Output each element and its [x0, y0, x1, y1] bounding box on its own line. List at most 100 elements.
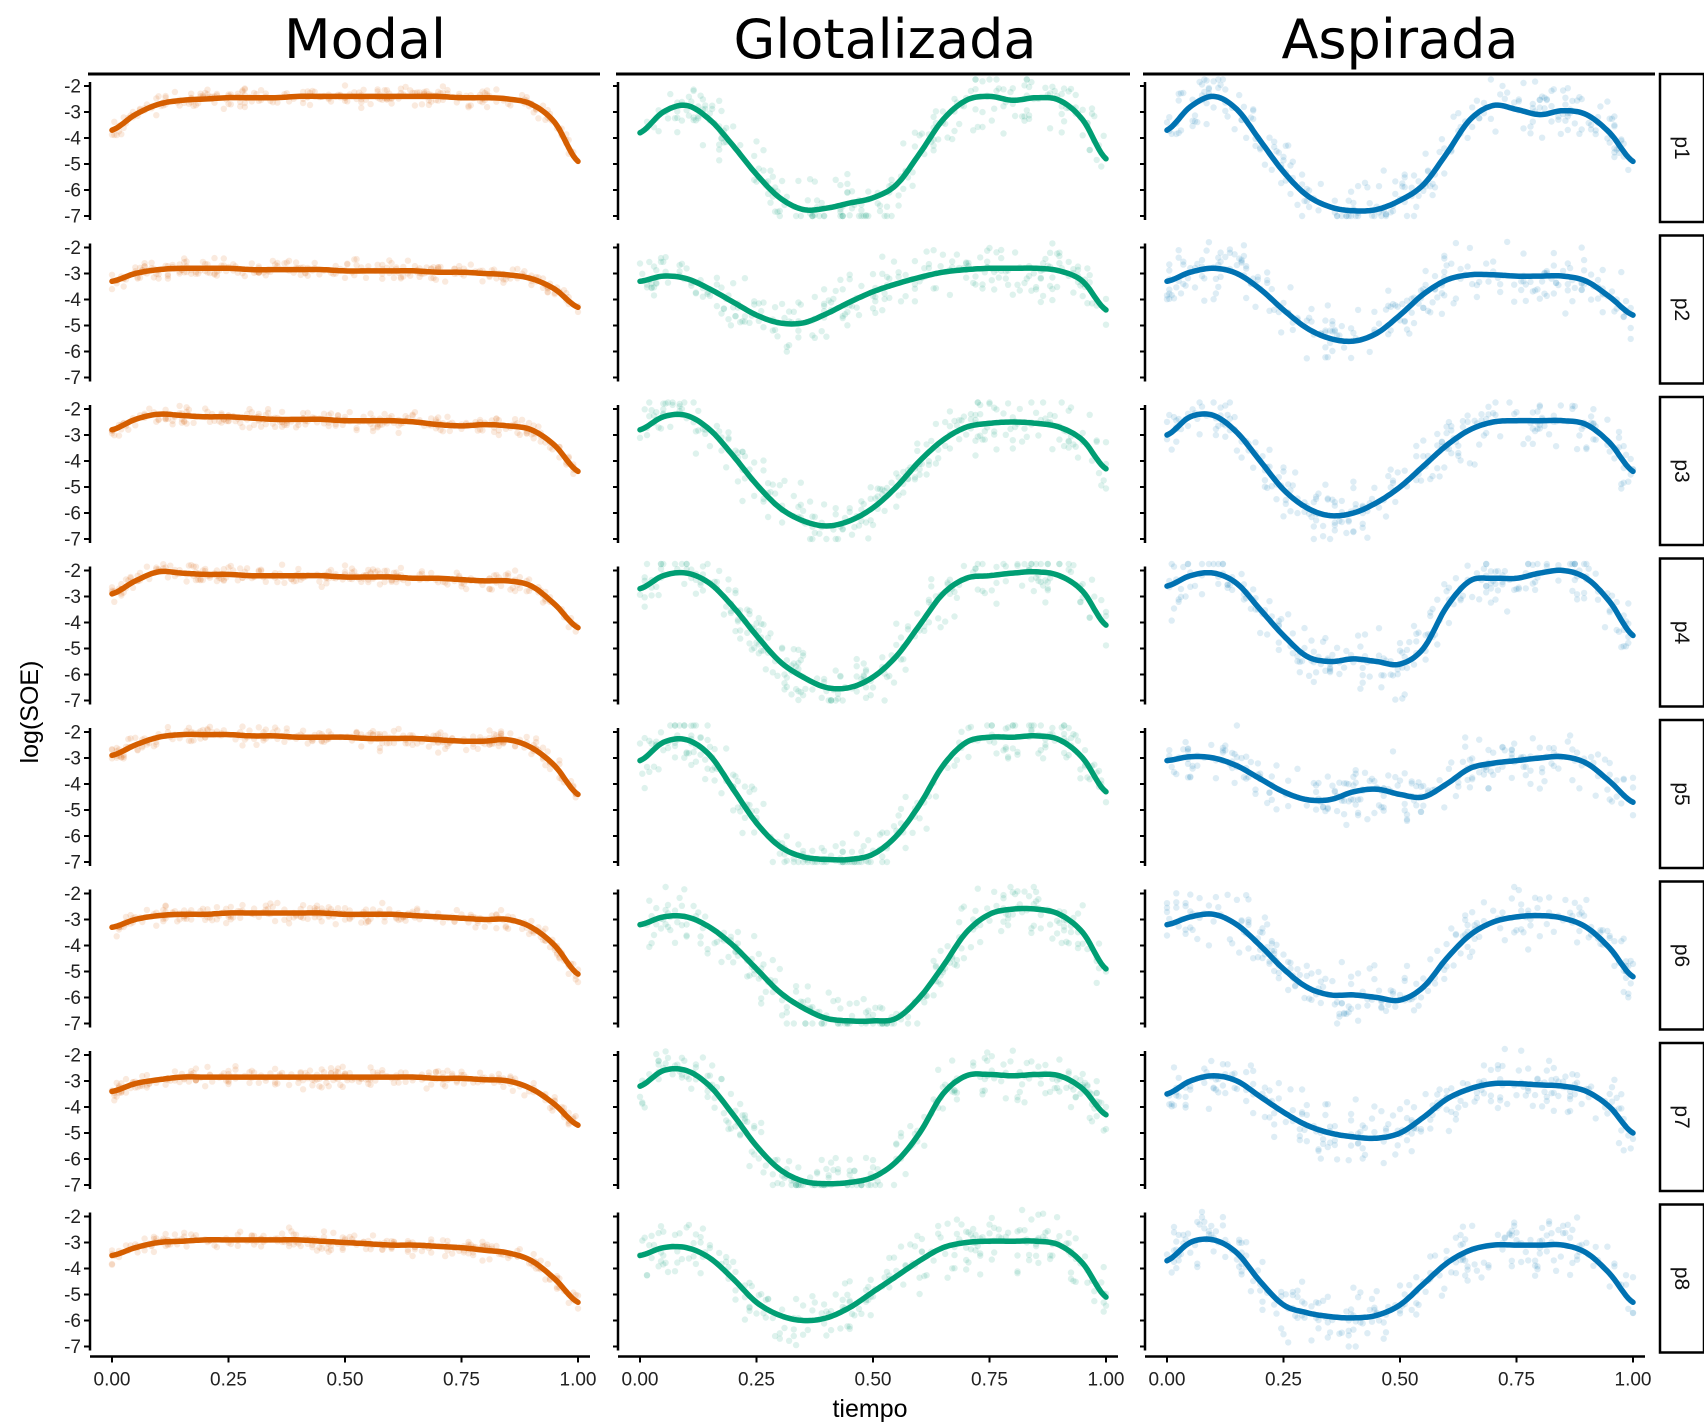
y-tick-label: -6	[64, 342, 81, 363]
scatter-point	[358, 104, 365, 112]
scatter-point	[1102, 439, 1110, 446]
scatter-point	[1252, 303, 1259, 310]
scatter-point	[769, 327, 776, 334]
scatter-point	[1618, 136, 1625, 143]
scatter-point	[1473, 97, 1481, 104]
scatter-point	[648, 940, 655, 947]
scatter-point	[1625, 994, 1632, 1001]
scatter-point	[979, 108, 986, 116]
scatter-point	[407, 87, 414, 94]
scatter-point	[237, 103, 244, 110]
scatter-point	[479, 88, 486, 95]
scatter-point	[753, 138, 760, 145]
scatter-point	[1004, 400, 1012, 407]
scatter-point	[895, 273, 902, 280]
scatter-point	[1490, 907, 1497, 914]
scatter-point	[1296, 669, 1304, 676]
scatter-point	[858, 207, 865, 214]
scatter-point	[1175, 254, 1182, 261]
scatter-point	[1378, 212, 1385, 220]
scatter-point	[181, 255, 188, 262]
scatter-point	[213, 272, 221, 279]
scatter-point	[358, 99, 365, 106]
scatter-point	[1264, 276, 1271, 284]
scatter-point	[1182, 738, 1189, 746]
scatter-point	[1525, 435, 1532, 442]
scatter-point	[1562, 101, 1569, 108]
scatter-point	[692, 450, 700, 457]
column-title-modal: Modal	[284, 8, 446, 71]
scatter-point	[974, 399, 981, 406]
scatter-point	[164, 275, 172, 282]
scatter-point	[923, 248, 930, 255]
scatter-point	[1315, 207, 1322, 214]
scatter-point	[881, 290, 888, 297]
scatter-point	[1261, 477, 1269, 484]
scatter-point	[900, 140, 907, 147]
scatter-point	[837, 1005, 844, 1012]
scatter-point	[664, 115, 672, 122]
scatter-point	[1459, 758, 1467, 765]
scatter-point	[704, 560, 711, 568]
scatter-point	[872, 298, 879, 305]
scatter-point	[1550, 249, 1558, 257]
scatter-point	[171, 88, 179, 96]
scatter-point	[862, 694, 870, 701]
scatter-point	[1233, 447, 1241, 454]
scatter-point	[381, 410, 388, 418]
scatter-point	[1441, 975, 1448, 983]
y-tick-label: -3	[64, 587, 81, 608]
scatter-point	[1534, 560, 1541, 568]
scatter-point	[972, 452, 979, 459]
scatter-point	[946, 423, 954, 430]
scatter-point	[823, 535, 830, 543]
scatter-point	[292, 259, 300, 266]
scatter-point	[1166, 747, 1173, 754]
scatter-point	[435, 264, 442, 271]
scatter-point	[250, 421, 258, 429]
scatter-point	[811, 211, 818, 219]
scatter-point	[1427, 956, 1434, 963]
scatter-point	[472, 924, 479, 931]
scatter-point	[692, 590, 700, 597]
scatter-point	[730, 771, 737, 778]
scatter-point	[914, 1020, 921, 1027]
scatter-point	[1271, 143, 1278, 151]
scatter-point	[751, 786, 758, 793]
scatter-point	[657, 425, 665, 432]
scatter-point	[1455, 110, 1462, 117]
scatter-point	[1324, 495, 1332, 502]
scatter-point	[702, 775, 709, 783]
scatter-point	[974, 433, 981, 440]
scatter-point	[1091, 113, 1098, 120]
scatter-point	[1102, 321, 1110, 328]
scatter-point	[1210, 399, 1217, 406]
scatter-point	[1504, 238, 1511, 246]
scatter-point	[1285, 777, 1292, 784]
scatter-point	[1280, 299, 1287, 307]
scatter-point	[1566, 732, 1574, 739]
scatter-point	[1250, 464, 1257, 471]
scatter-point	[353, 261, 360, 269]
scatter-point	[979, 281, 986, 288]
scatter-point	[1443, 429, 1450, 437]
scatter-point	[1233, 896, 1241, 903]
scatter-point	[1182, 926, 1189, 933]
panel-modal-p2: -2-3-4-5-6-7	[64, 238, 582, 389]
scatter-point	[379, 261, 386, 269]
scatter-point	[1273, 762, 1280, 769]
scatter-point	[946, 445, 954, 452]
scatter-point	[713, 281, 721, 288]
scatter-point	[741, 783, 749, 790]
scatter-point	[657, 258, 665, 265]
scatter-point	[1494, 766, 1502, 773]
scatter-point	[935, 136, 942, 143]
scatter-point	[1445, 619, 1453, 627]
scatter-point	[671, 722, 679, 729]
scatter-point	[1473, 919, 1481, 927]
scatter-point	[1102, 799, 1110, 806]
scatter-point	[1333, 998, 1341, 1006]
scatter-point	[895, 269, 902, 276]
scatter-point	[956, 417, 963, 424]
scatter-point	[1359, 524, 1366, 531]
